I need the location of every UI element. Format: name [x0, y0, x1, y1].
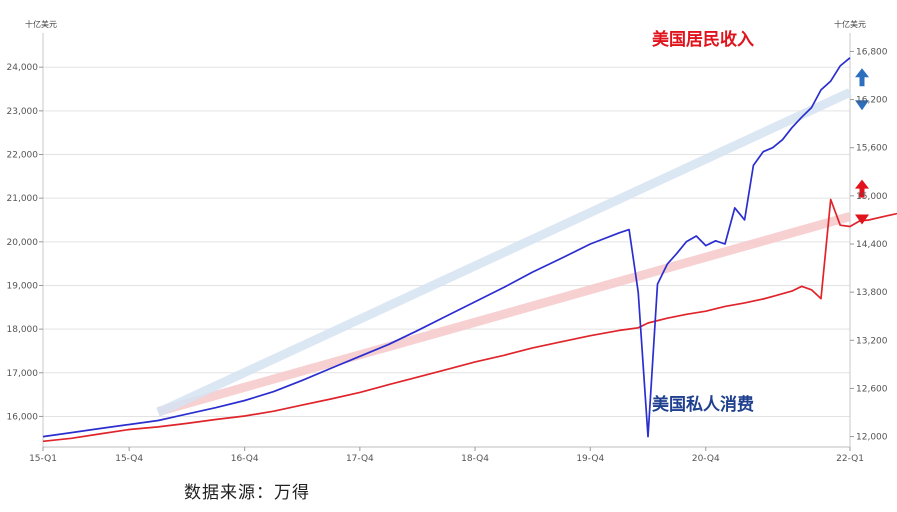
left-tick-label: 16,000: [7, 412, 39, 422]
series-line-income: [42, 198, 897, 443]
arrow-up-icon: [855, 68, 869, 87]
right-tick-label: 16,200: [856, 96, 888, 106]
x-tick-label: 16-Q4: [231, 454, 259, 464]
x-tick-label: 15-Q1: [29, 454, 57, 464]
left-tick-label: 18,000: [7, 325, 39, 335]
trend-band: [156, 88, 852, 417]
left-unit-label: 十亿美元: [25, 19, 57, 29]
arrow-down-icon: [855, 214, 869, 225]
gridlines: [43, 66, 850, 417]
right-tick-label: 13,800: [856, 288, 888, 298]
income-consumption-chart: 16,000 17,000 18,000 19,000 20,000 21,000 22,0…: [7, 19, 897, 464]
right-tick-label: 15,600: [856, 144, 888, 154]
annotation-income: 美国居民收入: [652, 29, 754, 50]
right-tick-label: 15,000: [856, 192, 888, 202]
trend-bands: [156, 88, 852, 417]
left-tick-label: 19,000: [7, 281, 39, 291]
tick-labels: 16,000 17,000 18,000 19,000 20,000 21,000 22,0…: [7, 19, 888, 464]
right-tick-label: 13,200: [856, 336, 888, 346]
left-tick-label: 24,000: [7, 63, 39, 73]
x-tick-label: 17-Q4: [346, 454, 374, 464]
arrow-down-icon: [855, 100, 869, 111]
series-lines: [42, 57, 897, 443]
x-tick-label: 20-Q4: [692, 454, 720, 464]
series-line-consumption: [42, 57, 851, 438]
right-tick-label: 12,000: [856, 433, 888, 443]
left-tick-label: 17,000: [7, 369, 39, 379]
right-tick-label: 12,600: [856, 384, 888, 394]
left-tick-label: 21,000: [7, 194, 39, 204]
right-tick-label: 14,400: [856, 240, 888, 250]
x-tick-label: 15-Q4: [115, 454, 143, 464]
source-note: 数据来源：万得: [184, 483, 310, 503]
left-tick-label: 22,000: [7, 151, 39, 161]
x-tick-label: 18-Q4: [461, 454, 489, 464]
change-arrows: [855, 68, 869, 225]
x-tick-label: 22-Q1: [836, 454, 864, 464]
left-tick-label: 20,000: [7, 238, 39, 248]
trend-band: [156, 212, 852, 416]
right-unit-label: 十亿美元: [834, 19, 866, 29]
right-tick-label: 16,800: [856, 47, 888, 57]
x-tick-label: 19-Q4: [576, 454, 604, 464]
annotation-consumption: 美国私人消费: [652, 394, 754, 415]
axes: [39, 33, 854, 451]
arrow-up-icon: [855, 179, 869, 198]
left-tick-label: 23,000: [7, 107, 39, 117]
